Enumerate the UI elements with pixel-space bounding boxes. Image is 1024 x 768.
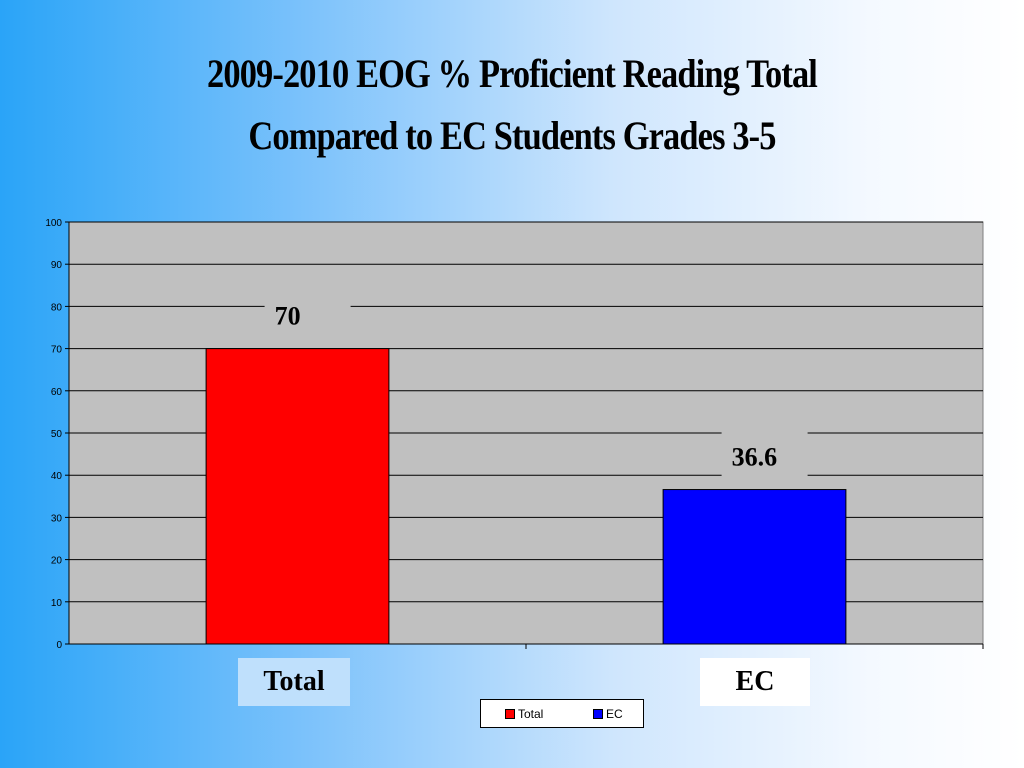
legend-item-ec: EC	[593, 707, 623, 721]
y-tick-label: 100	[45, 218, 62, 229]
y-tick-label: 20	[51, 556, 63, 567]
bar-ec	[662, 489, 847, 645]
data-label-box	[264, 289, 351, 340]
category-label-ec: EC	[700, 658, 810, 706]
chart-title: 2009-2010 EOG % Proficient Reading Total	[207, 51, 818, 96]
y-tick-label: 80	[51, 302, 63, 313]
legend-item-total: Total	[505, 707, 543, 721]
data-label: 70	[275, 302, 301, 331]
legend-swatch-ec	[593, 709, 603, 719]
legend-swatch-total	[505, 709, 515, 719]
y-tick-label: 90	[51, 260, 63, 271]
y-tick-label: 30	[51, 513, 63, 524]
y-tick-label: 60	[51, 387, 63, 398]
data-label-box	[721, 430, 808, 481]
y-tick-label: 50	[51, 429, 63, 440]
legend-label-ec: EC	[606, 707, 623, 721]
bar-total	[205, 348, 390, 645]
legend-label-total: Total	[518, 707, 544, 721]
y-tick-label: 0	[56, 640, 62, 651]
y-tick-label: 10	[51, 598, 63, 609]
category-label-total: Total	[238, 658, 350, 706]
chart-subtitle: Compared to EC Students Grades 3-5	[248, 113, 776, 158]
chart-legend: Total EC	[480, 699, 644, 728]
data-label: 36.6	[732, 443, 778, 472]
y-tick-label: 40	[51, 471, 63, 482]
y-tick-label: 70	[51, 345, 63, 356]
